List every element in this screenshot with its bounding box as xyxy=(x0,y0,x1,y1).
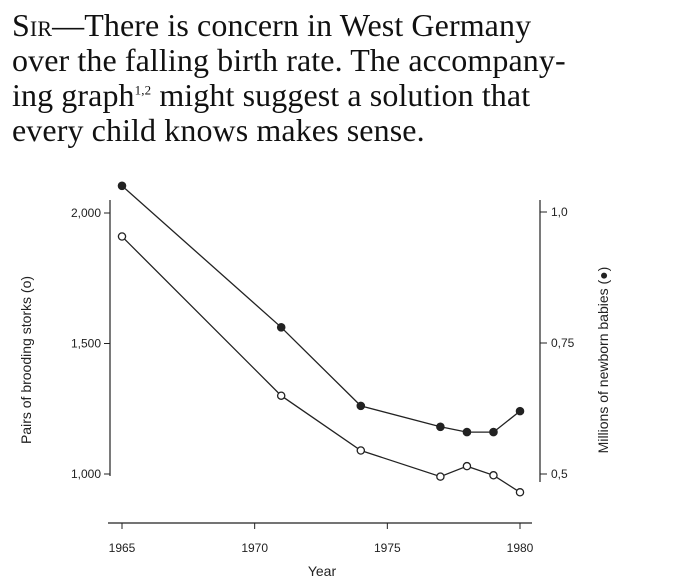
letter-line-3: ing graph1,2 might suggest a solution th… xyxy=(12,78,662,113)
letter-line-4: every child knows makes sense. xyxy=(12,112,425,148)
left-tick-label: 2,000 xyxy=(71,206,101,220)
letter-line-1-rest: —There is concern in West Germany xyxy=(52,7,532,43)
babies-data-point xyxy=(436,422,445,432)
storks-data-point xyxy=(436,472,445,481)
storks-series-line xyxy=(121,236,521,493)
babies-data-point xyxy=(462,427,472,437)
letter-line-1: Sir—There is concern in West Germany xyxy=(12,8,662,43)
storks-data-point xyxy=(462,461,472,471)
x-tick-label: 1970 xyxy=(241,541,268,555)
storks-data-point xyxy=(489,471,498,480)
salutation: Sir xyxy=(12,7,53,43)
left-axis-title: Pairs of brooding storks (o) xyxy=(18,276,34,444)
letter-text: Sir—There is concern in West Germany ove… xyxy=(12,8,662,148)
storks-data-point xyxy=(356,446,366,455)
right-axis-title: Millions of newborn babies (●) xyxy=(595,267,611,454)
babies-data-point xyxy=(515,406,525,416)
babies-series-line xyxy=(121,185,521,433)
storks-data-point xyxy=(276,391,286,400)
right-tick-label: 1,0 xyxy=(551,205,568,219)
right-tick-label: 0,75 xyxy=(551,336,575,350)
babies-data-point xyxy=(276,322,286,332)
letter-line-3-end: might suggest a solution that xyxy=(151,77,531,113)
x-axis-title: Year xyxy=(308,563,337,579)
storks-data-point xyxy=(117,232,127,241)
babies-data-point xyxy=(489,427,498,437)
babies-data-point xyxy=(356,401,366,411)
chart-svg: 1,000 1,500 2,000 Pairs of brooding storks … xyxy=(18,181,611,579)
left-tick-label: 1,500 xyxy=(71,337,101,351)
x-tick-label: 1980 xyxy=(507,541,534,555)
x-tick-label: 1965 xyxy=(109,541,136,555)
storks-babies-chart: 1,000 1,500 2,000 Pairs of brooding storks … xyxy=(0,170,676,584)
x-tick-label: 1975 xyxy=(374,541,401,555)
reference-superscript: 1,2 xyxy=(134,82,152,98)
babies-data-point xyxy=(117,181,127,191)
storks-data-point xyxy=(515,488,525,497)
letter-line-2: over the falling birth rate. The accompa… xyxy=(12,42,566,78)
right-tick-label: 0,5 xyxy=(551,467,568,481)
left-tick-label: 1,000 xyxy=(71,467,101,481)
letter-line-3-start: ing graph xyxy=(12,77,135,113)
